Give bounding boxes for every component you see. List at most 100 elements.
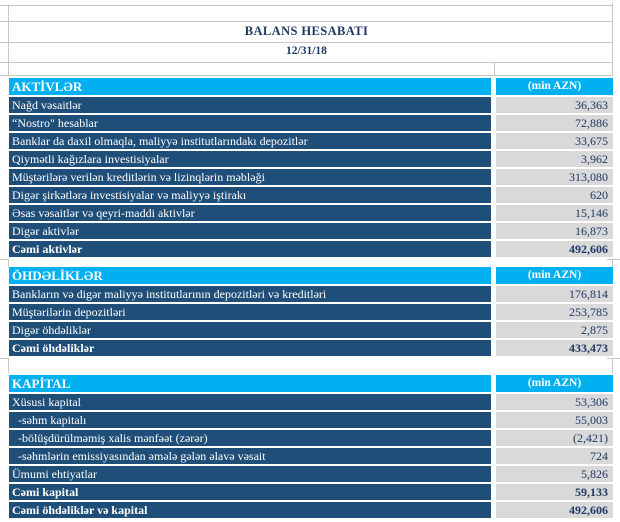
page-title: BALANS HESABATI: [244, 24, 369, 38]
row-label-cell: Müştərilərə verilən kreditlərin və lizin…: [9, 169, 491, 185]
row-label-cell: -bölüşdürülməmiş xalis mənfəət (zərər): [9, 430, 491, 446]
table-row: Digər öhdəliklər 2,875: [0, 322, 620, 338]
left-margin: [0, 484, 9, 500]
row-label-cell: Cəmi aktivlər: [9, 241, 491, 257]
left-margin: [0, 205, 9, 221]
row-label-cell: Cəmi kapital: [9, 484, 491, 500]
row-value-cell: 492,606: [496, 502, 613, 518]
left-margin: [0, 430, 9, 446]
table-row-total-liabilities-and-capital: Cəmi öhdəliklər və kapital 492,606: [0, 502, 620, 518]
row-label-cell: -səhm kapitalı: [9, 412, 491, 428]
row-value-cell: 36,363: [496, 97, 613, 113]
section-title-cell: AKTİVLƏR: [9, 78, 491, 95]
row-value-cell: 176,814: [496, 286, 613, 302]
balance-table: AKTİVLƏR (min AZN) Nağd vəsaitlər 36,363…: [0, 78, 620, 520]
table-row: -səhm kapitalı 55,003: [0, 412, 620, 428]
gridline: [8, 5, 9, 75]
row-label-cell: Cəmi öhdəliklər və kapital: [9, 502, 491, 518]
row-value-cell: 3,962: [496, 151, 613, 167]
left-margin: [0, 169, 9, 185]
section-header-ohdelikler: ÖHDƏLİKLƏR (min AZN): [0, 267, 620, 284]
table-row-total-capital: Cəmi kapital 59,133: [0, 484, 620, 500]
left-margin: [0, 502, 9, 518]
row-value-cell: 15,146: [496, 205, 613, 221]
table-row: Əsas vəsaitlər və qeyri-maddi aktivlər 1…: [0, 205, 620, 221]
row-label-cell: Banklar da daxil olmaqla, maliyyə instit…: [9, 133, 491, 149]
section-title-cell: KAPİTAL: [9, 375, 491, 392]
gridline: [0, 5, 613, 6]
row-value-cell: (2,421): [496, 430, 613, 446]
row-value-cell: 724: [496, 448, 613, 464]
left-margin: [0, 151, 9, 167]
left-margin: [0, 267, 9, 284]
section-gap: [0, 259, 620, 267]
row-value-cell: 620: [496, 187, 613, 203]
left-margin: [0, 223, 9, 239]
row-value-cell: 33,675: [496, 133, 613, 149]
row-value-cell: 2,875: [496, 322, 613, 338]
row-label-cell: Ümumi ehtiyatlar: [9, 466, 491, 482]
unit-header-cell: (min AZN): [496, 78, 613, 95]
gridline: [612, 3, 613, 75]
row-label-cell: Müştərilərin depozitləri: [9, 304, 491, 320]
gridline: [612, 358, 613, 373]
left-margin: [0, 115, 9, 131]
section-header-kapital: KAPİTAL (min AZN): [0, 375, 620, 392]
gridline: [8, 259, 9, 267]
table-row: Qiymətli kağızlara investisiyalar 3,962: [0, 151, 620, 167]
table-row: “Nostro" hesablar 72,886: [0, 115, 620, 131]
table-row-total-liabilities: Cəmi öhdəliklər 433,473: [0, 340, 620, 356]
table-row: Ümumi ehtiyatlar 5,826: [0, 466, 620, 482]
left-margin: [0, 97, 9, 113]
row-label-cell: Digər aktivlər: [9, 223, 491, 239]
gridline: [0, 259, 9, 260]
row-label-cell: Digər şirkətlərə investisiyalar və maliy…: [9, 187, 491, 203]
row-value-cell: 253,785: [496, 304, 613, 320]
row-value-cell: 433,473: [496, 340, 613, 356]
row-label-cell: Nağd vəsaitlər: [9, 97, 491, 113]
left-margin: [0, 187, 9, 203]
table-row: Banklar da daxil olmaqla, maliyyə instit…: [0, 133, 620, 149]
table-row: Bankların və digər maliyyə institutların…: [0, 286, 620, 302]
row-value-cell: 492,606: [496, 241, 613, 257]
left-margin: [0, 466, 9, 482]
gridline: [8, 358, 9, 373]
gridline: [0, 21, 613, 22]
left-margin: [0, 412, 9, 428]
gridline: [607, 259, 620, 260]
row-value-cell: 53,306: [496, 394, 613, 410]
gridline: [0, 62, 613, 63]
unit-header-cell: (min AZN): [496, 375, 613, 392]
row-label-cell: Xüsusi kapital: [9, 394, 491, 410]
left-margin: [0, 241, 9, 257]
section-header-aktivler: AKTİVLƏR (min AZN): [0, 78, 620, 95]
left-margin: [0, 340, 9, 356]
row-label-cell: Əsas vəsaitlər və qeyri-maddi aktivlər: [9, 205, 491, 221]
row-label-cell: -səhmlərin emissiyasından əmələ gələn əl…: [9, 448, 491, 464]
left-margin: [0, 133, 9, 149]
gridline: [0, 75, 613, 76]
row-value-cell: 55,003: [496, 412, 613, 428]
row-label-cell: Cəmi öhdəliklər: [9, 340, 491, 356]
row-value-cell: 313,080: [496, 169, 613, 185]
left-margin: [0, 304, 9, 320]
table-row: -səhmlərin emissiyasından əmələ gələn əl…: [0, 448, 620, 464]
row-label-cell: Qiymətli kağızlara investisiyalar: [9, 151, 491, 167]
left-margin: [0, 78, 9, 95]
table-row: Müştərilərə verilən kreditlərin və lizin…: [0, 169, 620, 185]
left-margin: [0, 394, 9, 410]
row-label-cell: Digər öhdəliklər: [9, 322, 491, 338]
unit-header-cell: (min AZN): [496, 267, 613, 284]
left-margin: [0, 448, 9, 464]
gridline: [612, 259, 613, 267]
gridline: [0, 42, 613, 43]
gridline: [0, 358, 9, 359]
row-label-cell: “Nostro" hesablar: [9, 115, 491, 131]
table-row: Müştərilərin depozitləri 253,785: [0, 304, 620, 320]
table-row-total-assets: Cəmi aktivlər 492,606: [0, 241, 620, 257]
left-margin: [0, 286, 9, 302]
table-row: Digər aktivlər 16,873: [0, 223, 620, 239]
row-value-cell: 16,873: [496, 223, 613, 239]
table-row: Xüsusi kapital 53,306: [0, 394, 620, 410]
